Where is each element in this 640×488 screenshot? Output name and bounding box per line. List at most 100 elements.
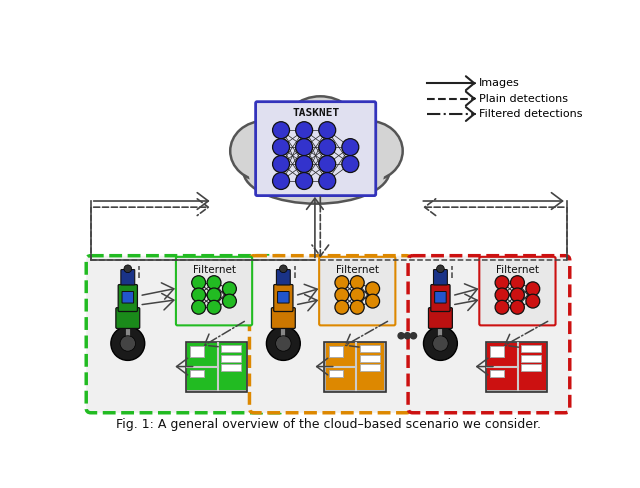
Circle shape <box>495 288 509 302</box>
Circle shape <box>350 300 364 314</box>
Circle shape <box>433 336 448 351</box>
Text: Images: Images <box>479 78 520 88</box>
Ellipse shape <box>274 124 316 163</box>
Text: Filtered detections: Filtered detections <box>479 109 582 119</box>
Bar <box>326 343 384 390</box>
Circle shape <box>350 288 364 302</box>
FancyBboxPatch shape <box>431 285 450 311</box>
Circle shape <box>410 333 417 339</box>
Bar <box>187 343 246 390</box>
FancyBboxPatch shape <box>319 257 396 325</box>
Text: Plain detections: Plain detections <box>479 94 568 103</box>
Bar <box>221 355 241 362</box>
Bar <box>329 346 342 357</box>
Circle shape <box>207 276 221 289</box>
Ellipse shape <box>230 121 298 181</box>
Bar <box>486 342 547 391</box>
Circle shape <box>296 122 312 139</box>
Text: TASKNET: TASKNET <box>292 108 339 118</box>
Circle shape <box>365 294 380 308</box>
Bar <box>190 346 204 357</box>
Circle shape <box>350 276 364 289</box>
Bar <box>490 346 504 357</box>
Circle shape <box>223 282 236 296</box>
Bar <box>521 346 541 352</box>
Circle shape <box>192 288 205 302</box>
Ellipse shape <box>249 153 384 200</box>
Ellipse shape <box>282 96 359 164</box>
FancyBboxPatch shape <box>118 285 138 311</box>
Ellipse shape <box>335 121 403 181</box>
Circle shape <box>424 326 458 361</box>
FancyBboxPatch shape <box>479 257 556 325</box>
FancyBboxPatch shape <box>86 256 284 413</box>
Circle shape <box>223 294 236 308</box>
Circle shape <box>296 139 312 156</box>
Bar <box>360 346 380 352</box>
Circle shape <box>192 276 205 289</box>
FancyBboxPatch shape <box>122 291 134 303</box>
Bar <box>329 370 342 377</box>
Circle shape <box>436 265 444 273</box>
FancyBboxPatch shape <box>435 291 446 303</box>
Circle shape <box>207 300 221 314</box>
Text: Fig. 1: A general overview of the cloud–based scenario we consider.: Fig. 1: A general overview of the cloud–… <box>115 418 541 431</box>
Text: Filternet: Filternet <box>496 264 539 275</box>
Bar <box>360 355 380 362</box>
Bar <box>360 364 380 371</box>
Bar <box>488 343 546 390</box>
FancyBboxPatch shape <box>429 307 452 328</box>
Circle shape <box>335 276 349 289</box>
FancyBboxPatch shape <box>121 269 135 285</box>
Bar <box>221 346 241 352</box>
Circle shape <box>319 156 336 173</box>
Bar <box>190 370 204 377</box>
Circle shape <box>111 326 145 361</box>
Circle shape <box>319 122 336 139</box>
Circle shape <box>335 288 349 302</box>
Circle shape <box>511 288 524 302</box>
Circle shape <box>342 139 359 156</box>
Circle shape <box>398 333 404 339</box>
Bar <box>324 342 386 391</box>
Circle shape <box>511 300 524 314</box>
Circle shape <box>495 276 509 289</box>
Circle shape <box>319 139 336 156</box>
FancyBboxPatch shape <box>271 307 295 328</box>
Circle shape <box>511 276 524 289</box>
Bar <box>186 342 247 391</box>
FancyBboxPatch shape <box>255 102 376 196</box>
Circle shape <box>207 288 221 302</box>
Circle shape <box>526 294 540 308</box>
Circle shape <box>273 139 289 156</box>
Bar <box>521 364 541 371</box>
Text: Filternet: Filternet <box>336 264 379 275</box>
Circle shape <box>276 336 291 351</box>
Bar <box>490 370 504 377</box>
Circle shape <box>342 156 359 173</box>
FancyBboxPatch shape <box>176 257 252 325</box>
FancyBboxPatch shape <box>278 291 289 303</box>
FancyBboxPatch shape <box>250 256 411 413</box>
Circle shape <box>526 282 540 296</box>
FancyBboxPatch shape <box>116 307 140 328</box>
Circle shape <box>192 300 205 314</box>
Circle shape <box>365 282 380 296</box>
Circle shape <box>273 122 289 139</box>
Circle shape <box>280 265 287 273</box>
FancyBboxPatch shape <box>276 269 291 285</box>
Bar <box>221 364 241 371</box>
FancyBboxPatch shape <box>433 269 447 285</box>
Circle shape <box>273 173 289 189</box>
Ellipse shape <box>318 124 361 163</box>
Ellipse shape <box>243 138 390 203</box>
Bar <box>521 355 541 362</box>
FancyBboxPatch shape <box>274 285 293 311</box>
Circle shape <box>404 333 410 339</box>
Circle shape <box>495 300 509 314</box>
Circle shape <box>273 156 289 173</box>
Circle shape <box>296 156 312 173</box>
Text: Filternet: Filternet <box>193 264 236 275</box>
FancyBboxPatch shape <box>408 256 570 413</box>
Circle shape <box>124 265 132 273</box>
